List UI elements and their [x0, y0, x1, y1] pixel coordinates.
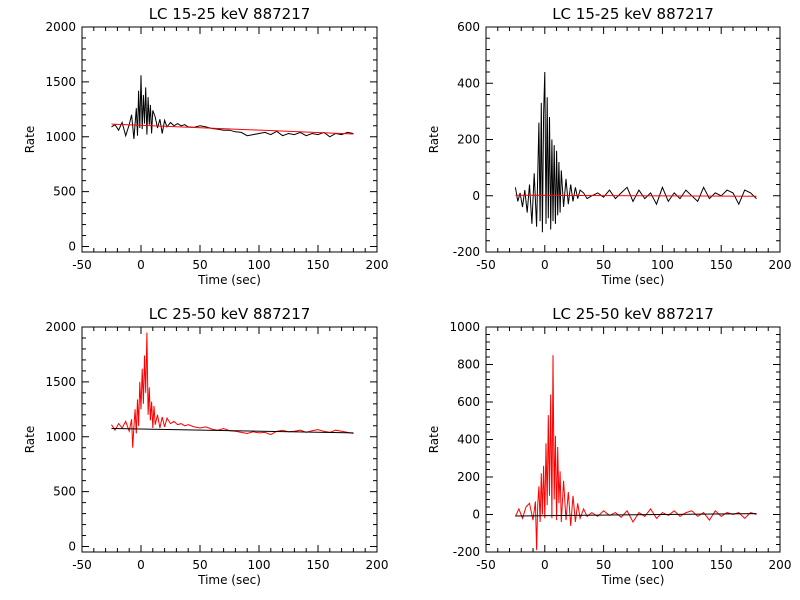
light-curve-line — [514, 355, 757, 551]
x-tick-label: 150 — [710, 258, 733, 272]
x-tick-label: 100 — [248, 558, 271, 572]
y-tick-label: 400 — [457, 76, 480, 90]
y-tick-label: 1500 — [45, 375, 76, 389]
x-tick-label: 150 — [307, 558, 330, 572]
background-fit-line — [111, 428, 354, 434]
light-curve-line — [514, 71, 757, 233]
x-axis-label: Time (sec) — [601, 273, 665, 287]
y-tick-label: 0 — [472, 508, 480, 522]
y-axis-label: Rate — [427, 426, 441, 454]
y-axis-label: Rate — [23, 426, 37, 454]
x-tick-label: 150 — [307, 258, 330, 272]
y-tick-label: 500 — [53, 485, 76, 499]
x-tick-label: 0 — [541, 258, 549, 272]
background-fit-line — [515, 513, 757, 517]
x-tick-label: 50 — [596, 258, 611, 272]
x-tick-label: 200 — [769, 258, 792, 272]
x-tick-label: 200 — [769, 558, 792, 572]
panel-title: LC 25-50 keV 887217 — [552, 305, 714, 323]
y-tick-label: 600 — [457, 20, 480, 34]
x-tick-label: 0 — [137, 258, 145, 272]
y-axis-label: Rate — [23, 126, 37, 154]
x-axis-label: Time (sec) — [197, 573, 261, 587]
x-tick-label: 100 — [651, 258, 674, 272]
panel-title: LC 25-50 keV 887217 — [149, 305, 311, 323]
plot-frame — [485, 326, 781, 553]
y-tick-label: 200 — [457, 470, 480, 484]
y-tick-label: 0 — [68, 240, 76, 254]
y-tick-label: 1000 — [45, 130, 76, 144]
x-tick-label: 100 — [651, 558, 674, 572]
plot-frame — [81, 26, 378, 253]
x-tick-label: 50 — [596, 558, 611, 572]
y-tick-label: 500 — [53, 185, 76, 199]
x-tick-label: 200 — [366, 558, 389, 572]
panel-title: LC 15-25 keV 887217 — [552, 5, 714, 23]
y-tick-label: 400 — [457, 433, 480, 447]
x-tick-label: -50 — [72, 558, 92, 572]
plot-frame — [485, 26, 781, 253]
background-fit-line — [515, 194, 757, 197]
panel-4: -50 0 50 100 150 200 -200 0 200 400 600 800 1000 LC 2… — [427, 305, 791, 587]
y-tick-label: 2000 — [45, 320, 76, 334]
x-axis-label: Time (sec) — [197, 273, 261, 287]
x-tick-label: 100 — [248, 258, 271, 272]
y-tick-label: 800 — [457, 358, 480, 372]
y-tick-label: 1000 — [45, 430, 76, 444]
x-axis-label: Time (sec) — [601, 573, 665, 587]
background-fit-line — [111, 123, 354, 135]
y-tick-label: 1500 — [45, 75, 76, 89]
x-tick-label: -50 — [72, 258, 92, 272]
y-tick-label: 200 — [457, 133, 480, 147]
x-tick-label: 200 — [366, 258, 389, 272]
x-tick-label: 0 — [541, 558, 549, 572]
y-tick-label: 1000 — [449, 320, 480, 334]
y-tick-label: 2000 — [45, 20, 76, 34]
panel-2: -50 0 50 100 150 200 -200 0 200 400 600 LC 15-25 ke… — [427, 5, 791, 287]
x-tick-label: 50 — [192, 258, 207, 272]
y-tick-label: -200 — [453, 545, 480, 559]
y-tick-label: 0 — [472, 189, 480, 203]
x-tick-label: 50 — [192, 558, 207, 572]
y-tick-label: -200 — [453, 245, 480, 259]
y-tick-label: 0 — [68, 540, 76, 554]
x-tick-label: -50 — [476, 558, 496, 572]
light-curve-line — [111, 75, 354, 140]
x-tick-label: 0 — [137, 558, 145, 572]
panel-title: LC 15-25 keV 887217 — [149, 5, 311, 23]
y-tick-label: 600 — [457, 395, 480, 409]
y-axis-label: Rate — [427, 126, 441, 154]
plot-frame — [81, 326, 378, 553]
x-tick-label: -50 — [476, 258, 496, 272]
x-tick-label: 150 — [710, 558, 733, 572]
